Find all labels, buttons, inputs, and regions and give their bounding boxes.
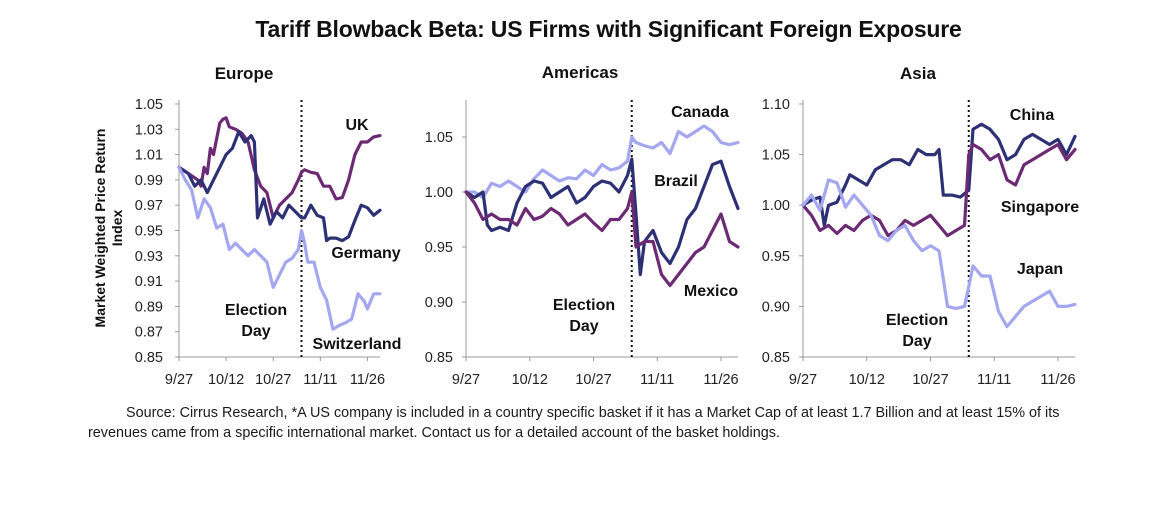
- chart-2-election-day-label: Election: [553, 297, 615, 314]
- chart-1-y-tick-label: 1.01: [135, 148, 163, 164]
- chart-3-x-tick-label: 11/11: [977, 372, 1011, 388]
- chart-2-title: Americas: [542, 63, 619, 82]
- chart-2-y-tick-label: 0.95: [425, 240, 453, 256]
- chart-2-y-tick-label: 1.00: [425, 185, 453, 201]
- chart-3-series-japan: [801, 178, 1077, 329]
- chart-1-y-tick-label: 0.85: [135, 350, 163, 366]
- chart-2-series-brazil: [464, 157, 740, 277]
- chart-2-x-tick-label: 10/27: [575, 372, 611, 388]
- chart-1-series-switzerland: [177, 165, 382, 331]
- chart-3-x-tick-label: 10/27: [912, 372, 948, 388]
- charts-svg: Europe 0.85 0.87 0.89 0.91 0.93 0.95 0.97 0.99 1.…: [92, 63, 1079, 388]
- chart-1-y-tick-label: 1.05: [135, 97, 163, 113]
- chart-1-series-label-uk: UK: [345, 117, 369, 134]
- chart-1-series-germany: [177, 130, 382, 243]
- chart-1-y-tick-label: 0.97: [135, 198, 163, 214]
- chart-2-x-tick-label: 10/12: [512, 372, 548, 388]
- chart-1-series-label-switzerland: Switzerland: [313, 336, 402, 353]
- chart-1-x-tick-label: 10/12: [208, 372, 244, 388]
- chart-1-y-tick-label: 1.03: [135, 122, 163, 138]
- chart-title: Tariff Blowback Beta: US Firms with Sign…: [255, 16, 962, 42]
- chart-3-y-tick-label: 0.90: [762, 299, 790, 315]
- chart-3-y-tick-label: 0.95: [762, 249, 790, 265]
- chart-1-y-tick-label: 0.87: [135, 325, 163, 341]
- chart-1-x-tick-label: 11/26: [350, 372, 385, 388]
- chart-1-x-tick-label: 10/27: [255, 372, 291, 388]
- chart-2-series-label-canada: Canada: [671, 104, 729, 121]
- chart-1-y-tick-label: 0.93: [135, 249, 163, 265]
- chart-2-series-label-mexico: Mexico: [684, 283, 738, 300]
- chart-3-x-tick-label: 11/26: [1040, 372, 1075, 388]
- chart-3-election-day-label: Day: [902, 333, 931, 350]
- chart-1-x-tick-label: 11/11: [303, 372, 337, 388]
- chart-3-y-tick-label: 1.00: [762, 198, 790, 214]
- chart-1-y-axis-title-line1: Market Weighted Price Return: [92, 129, 108, 328]
- chart-1-title: Europe: [215, 64, 274, 83]
- chart-1-election-day-label: Election: [225, 302, 287, 319]
- chart-2-election-day-label: Day: [569, 318, 598, 335]
- chart-2-y-tick-label: 0.90: [425, 295, 453, 311]
- chart-1-y-axis-title-line2: Index: [109, 210, 125, 247]
- chart-1-y-tick-label: 0.95: [135, 224, 163, 240]
- chart-2-x-tick-label: 11/11: [640, 372, 674, 388]
- chart-3-x-tick-label: 9/27: [789, 372, 817, 388]
- chart-2-y-tick-label: 1.05: [425, 130, 453, 146]
- chart-2-y-tick-label: 0.85: [425, 350, 453, 366]
- chart-2-x-tick-label: 9/27: [452, 372, 480, 388]
- chart-3-series-label-japan: Japan: [1017, 261, 1063, 278]
- chart-2-series-label-brazil: Brazil: [654, 173, 698, 190]
- chart-1-y-tick-label: 0.99: [135, 173, 163, 189]
- chart-1-series-label-germany: Germany: [331, 245, 400, 262]
- chart-3-y-tick-label: 1.05: [762, 148, 790, 164]
- chart-1-x-tick-label: 9/27: [165, 372, 193, 388]
- chart-3-x-tick-label: 10/12: [849, 372, 885, 388]
- chart-1-y-tick-label: 0.91: [135, 274, 163, 290]
- chart-2-series-canada: [464, 124, 740, 200]
- chart-2-series-mexico: [464, 190, 740, 288]
- chart-2-x-tick-label: 11/26: [703, 372, 738, 388]
- chart-3-series-label-china: China: [1010, 107, 1055, 124]
- chart-3-election-day-label: Election: [886, 312, 948, 329]
- chart-3-series-label-singapore: Singapore: [1001, 199, 1079, 216]
- chart-1-y-tick-label: 0.89: [135, 299, 163, 315]
- source-note: Source: Cirrus Research, *A US company i…: [88, 405, 1060, 441]
- chart-1-election-day-label: Day: [241, 323, 270, 340]
- chart-3-y-tick-label: 1.10: [762, 97, 790, 113]
- chart-3-series-china: [801, 122, 1077, 227]
- chart-3-y-tick-label: 0.85: [762, 350, 790, 366]
- chart-3-title: Asia: [900, 64, 936, 83]
- chart-3-series-singapore: [801, 142, 1077, 238]
